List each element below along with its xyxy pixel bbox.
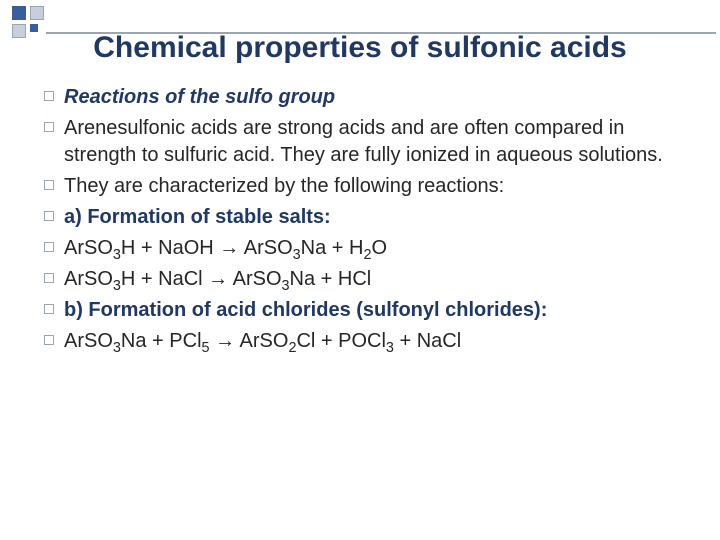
body-line: ArSO3H + NaOH → ArSO3Na + H2O xyxy=(44,235,676,262)
body-text: ArSO3H + NaCl → ArSO3Na + HCl xyxy=(64,266,371,293)
decoration-square xyxy=(12,6,26,20)
body-line: ArSO3H + NaCl → ArSO3Na + HCl xyxy=(44,266,676,293)
bullet-icon xyxy=(44,242,54,252)
decoration-square xyxy=(30,24,38,32)
bullet-icon xyxy=(44,122,54,132)
body-text: Arenesulfonic acids are strong acids and… xyxy=(64,115,676,169)
body-text: They are characterized by the following … xyxy=(64,173,504,200)
decoration-rule xyxy=(46,32,716,34)
body-text: b) Formation of acid chlorides (sulfonyl… xyxy=(64,297,547,324)
body-line: Reactions of the sulfo group xyxy=(44,84,676,111)
decoration-square xyxy=(30,6,44,20)
body-line: b) Formation of acid chlorides (sulfonyl… xyxy=(44,297,676,324)
body-line: ArSO3Na + PCl5 → ArSO2Cl + POCl3 + NaCl xyxy=(44,328,676,355)
body-text: a) Formation of stable salts: xyxy=(64,204,331,231)
bullet-icon xyxy=(44,180,54,190)
bullet-icon xyxy=(44,304,54,314)
bullet-icon xyxy=(44,335,54,345)
body-text: ArSO3Na + PCl5 → ArSO2Cl + POCl3 + NaCl xyxy=(64,328,461,355)
body-line: Arenesulfonic acids are strong acids and… xyxy=(44,115,676,169)
slide-body: Reactions of the sulfo group Arenesulfoni… xyxy=(0,84,720,355)
body-line: a) Formation of stable salts: xyxy=(44,204,676,231)
bullet-icon xyxy=(44,273,54,283)
bullet-icon xyxy=(44,211,54,221)
body-line: They are characterized by the following … xyxy=(44,173,676,200)
body-text: Reactions of the sulfo group xyxy=(64,84,335,111)
corner-decoration xyxy=(0,0,110,50)
body-text: ArSO3H + NaOH → ArSO3Na + H2O xyxy=(64,235,387,262)
bullet-icon xyxy=(44,91,54,101)
decoration-square xyxy=(12,24,26,38)
